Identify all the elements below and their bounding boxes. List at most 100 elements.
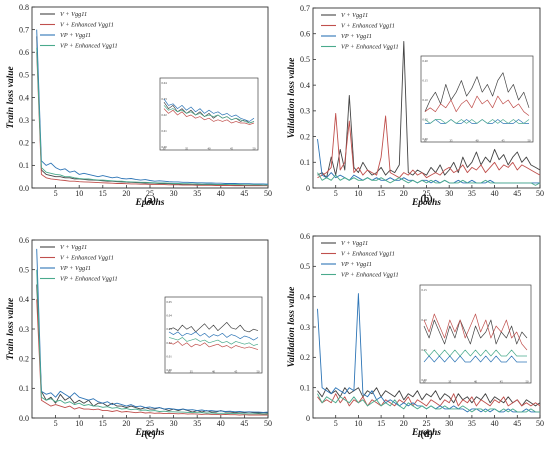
legend-entry: VP + Enhanced Vgg11 — [341, 44, 399, 51]
inset-series-line-4 — [168, 337, 259, 346]
y-tick-label: 0.5 — [19, 265, 29, 274]
y-tick-label: 0.4 — [300, 81, 310, 90]
series-line-2 — [317, 112, 541, 179]
x-tick-label: 30 — [445, 419, 453, 428]
legend-entry: V + Enhanced Vgg11 — [60, 22, 114, 29]
inset-x-tick-label: 45 — [502, 139, 506, 143]
inset-y-tick-label: 0.00 — [422, 378, 428, 382]
y-tick-label: 0.4 — [300, 292, 310, 301]
y-tick-label: 0.4 — [19, 93, 29, 102]
y-tick-label: 0.7 — [19, 25, 29, 34]
inset-x-tick-label: 50 — [526, 380, 530, 384]
inset-x-tick-label: 45 — [230, 147, 234, 151]
inset-y-tick-label: 0.15 — [422, 288, 428, 292]
legend-entry: V + Vgg11 — [60, 11, 87, 18]
legend-entry: V + Enhanced Vgg11 — [341, 251, 395, 258]
x-tick-label: 5 — [54, 419, 58, 428]
x-tick-label: 5 — [334, 419, 338, 428]
x-tick-label: 15 — [377, 419, 385, 428]
y-tick-label: 0.1 — [300, 158, 310, 167]
inset-y-tick-label: 0.00 — [162, 145, 168, 149]
inset-x-tick-label: 35 — [450, 139, 454, 143]
inset-y-tick-label: 0.01 — [162, 129, 168, 133]
inset-series-line-1 — [423, 319, 528, 345]
legend-entry: VP + Vgg11 — [341, 33, 372, 40]
y-tick-label: 0.6 — [19, 48, 29, 57]
x-tick-label: 35 — [468, 419, 476, 428]
x-tick-label: 10 — [75, 419, 83, 428]
x-tick-label: 30 — [445, 189, 453, 198]
y-tick-label: 0.0 — [19, 414, 29, 423]
legend-entry: VP + Vgg11 — [341, 261, 372, 268]
inset-frame — [420, 55, 534, 143]
inset-y-tick-label: 0.00 — [423, 137, 429, 141]
inset-series-line-3 — [423, 355, 527, 363]
x-axis-label: Epochs — [134, 428, 164, 438]
inset-series-line-4 — [424, 119, 530, 124]
inset-x-tick-label: 35 — [448, 380, 452, 384]
x-tick-label: 40 — [217, 189, 225, 198]
inset-y-tick-label: 0.00 — [167, 368, 173, 372]
inset-series-line-2 — [424, 95, 530, 116]
inset-x-tick-label: 40 — [212, 370, 216, 374]
inset-x-tick-label: 35 — [190, 370, 194, 374]
legend-entry: VP + Enhanced Vgg11 — [341, 272, 399, 279]
inset-series-line-2 — [423, 313, 528, 351]
y-tick-label: 0.2 — [19, 139, 29, 148]
inset-series-line-2 — [163, 108, 255, 125]
series-line-3 — [36, 29, 269, 185]
x-tick-label: 10 — [354, 189, 362, 198]
y-tick-label: 0.2 — [19, 354, 29, 363]
series-line-1 — [317, 40, 541, 179]
inset-y-tick-label: 0.04 — [162, 81, 168, 85]
y-tick-label: 0.5 — [300, 262, 310, 271]
inset-x-tick-label: 30 — [163, 147, 167, 151]
x-tick-label: 35 — [193, 189, 201, 198]
x-tick-label: 40 — [491, 189, 499, 198]
y-tick-label: 0.1 — [300, 383, 310, 392]
series-line-1 — [317, 387, 541, 407]
inset-y-tick-label: 0.02 — [162, 113, 168, 117]
inset-y-tick-label: 0.10 — [423, 98, 429, 102]
inset-y-tick-label: 0.20 — [423, 59, 429, 63]
panel-caption: (b) — [420, 194, 432, 205]
x-tick-label: 15 — [99, 189, 107, 198]
legend-entry: VP + Vgg11 — [60, 32, 91, 39]
y-tick-label: 0.3 — [300, 323, 310, 332]
panel-caption: (a) — [144, 195, 156, 206]
x-tick-label: 50 — [264, 419, 272, 428]
legend-entry: V + Vgg11 — [341, 12, 368, 19]
inset-series-line-3 — [168, 331, 259, 341]
x-tick-label: 45 — [513, 189, 521, 198]
y-tick-label: 0.5 — [300, 55, 310, 64]
legend-entry: V + Enhanced Vgg11 — [341, 23, 395, 30]
x-axis-label: Epochs — [134, 198, 164, 208]
legend-entry: V + Enhanced Vgg11 — [60, 255, 114, 262]
x-tick-label: 20 — [122, 419, 130, 428]
y-axis-label: Train loss value — [6, 65, 16, 128]
x-tick-label: 50 — [536, 419, 544, 428]
y-tick-label: 0.7 — [300, 4, 310, 13]
inset-y-tick-label: 0.15 — [423, 79, 429, 83]
y-tick-label: 0.5 — [19, 71, 29, 80]
chart-panel-b: 0 0.1 0.2 0.3 0.4 0.5 0.6 0.7 5 10 15 20 25 30 35 40 45 5… — [287, 4, 544, 208]
x-tick-label: 5 — [54, 189, 58, 198]
x-tick-label: 45 — [513, 419, 521, 428]
x-tick-label: 20 — [400, 189, 408, 198]
inset-x-tick-label: 40 — [474, 380, 478, 384]
x-tick-label: 35 — [193, 419, 201, 428]
legend-entry: VP + Vgg11 — [60, 265, 91, 272]
inset-x-tick-label: 30 — [168, 370, 172, 374]
panel-caption: (c) — [144, 429, 155, 440]
x-tick-label: 10 — [75, 189, 83, 198]
x-tick-label: 40 — [217, 419, 225, 428]
x-tick-label: 15 — [99, 419, 107, 428]
x-tick-label: 10 — [354, 419, 362, 428]
y-tick-label: 0.8 — [19, 3, 29, 12]
inset-x-tick-label: 40 — [476, 139, 480, 143]
